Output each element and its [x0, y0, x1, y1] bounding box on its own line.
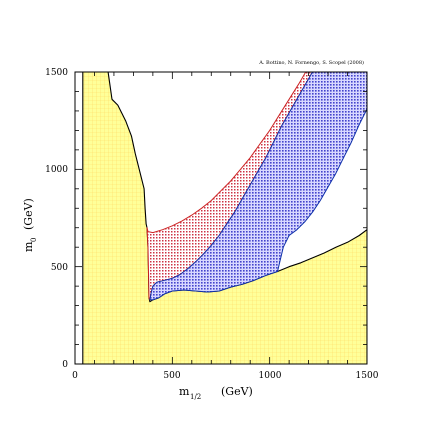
plot-frame: [74, 71, 368, 365]
y-tick-label-500: 500: [51, 263, 68, 273]
x-tick-label-1000: 1000: [259, 371, 282, 381]
y-axis-label-main: m: [22, 241, 35, 252]
y-tick-label-0: 0: [62, 360, 68, 370]
y-axis-label-unit: (GeV): [22, 198, 35, 230]
x-tick-label-1500: 1500: [356, 371, 379, 381]
x-tick-label-0: 0: [72, 371, 78, 381]
x-axis-label: m 1/2 (GeV): [179, 385, 253, 401]
plot-regions: [82, 72, 367, 364]
x-axis-label-sub: 1/2: [190, 393, 201, 401]
y-axis-label-sub: 0: [30, 238, 38, 242]
y-tick-label-1500: 1500: [45, 68, 68, 78]
axis-ticks: [74, 71, 368, 365]
y-axis-label: m 0 (GeV): [22, 198, 38, 252]
x-axis-label-main: m: [179, 385, 190, 398]
y-tick-label-1000: 1000: [45, 165, 68, 175]
blue-region: [149, 72, 367, 301]
x-axis-label-unit: (GeV): [221, 385, 253, 398]
x-tick-label-500: 500: [163, 371, 180, 381]
credit-text: A. Bottino, N. Fornengo, S. Scopel (2008…: [258, 59, 364, 66]
